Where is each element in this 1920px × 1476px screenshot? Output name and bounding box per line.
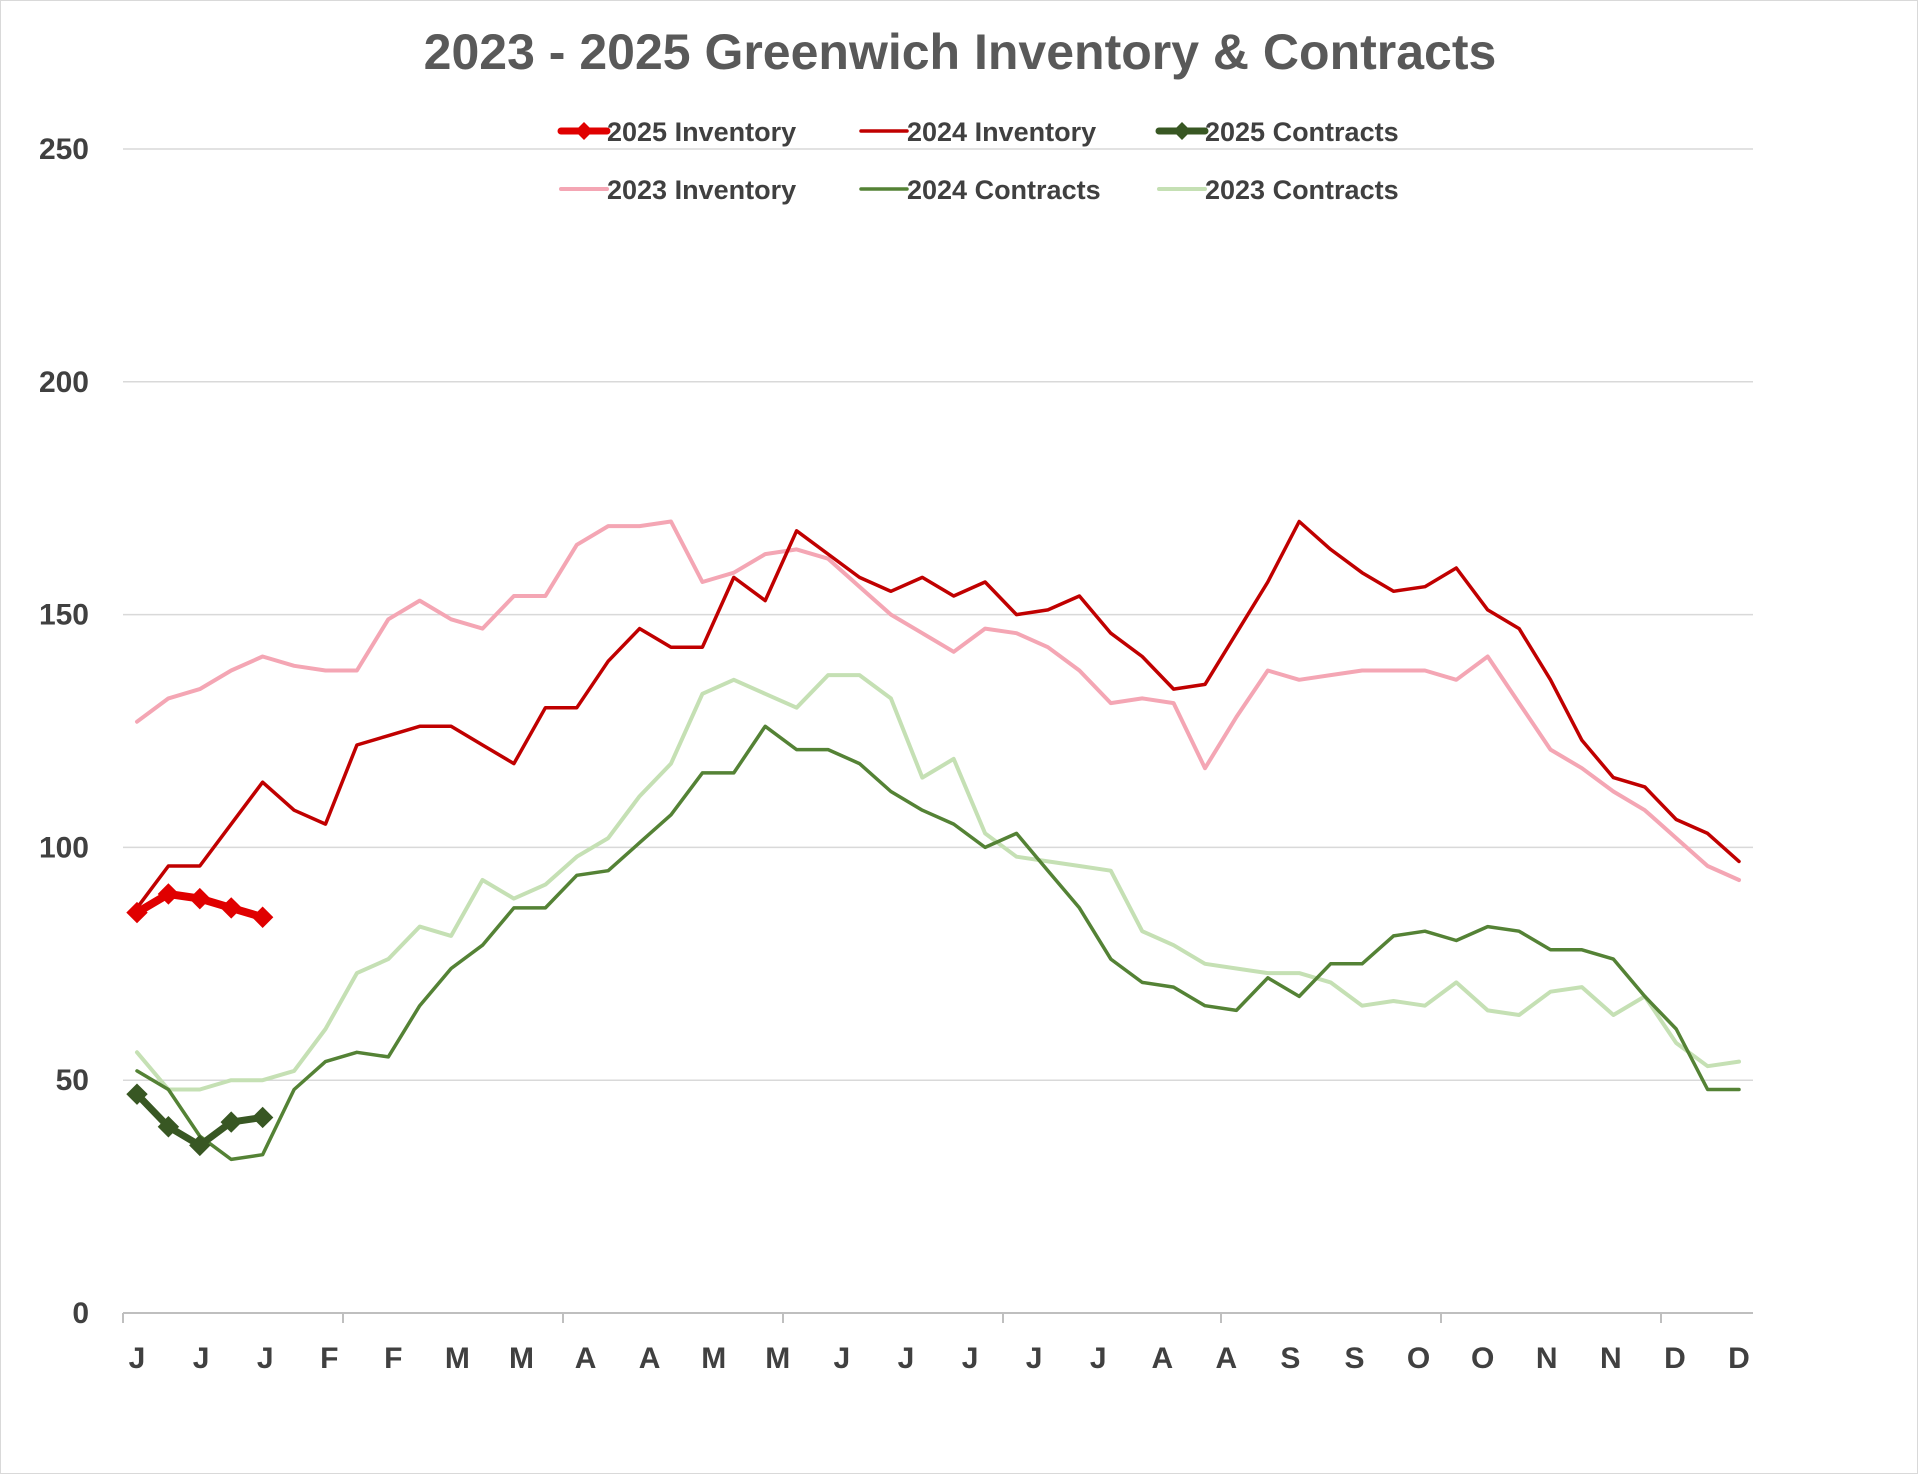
data-point-marker [220,1111,242,1133]
series-2025-inventory [126,883,274,928]
data-point-marker [251,906,274,928]
data-point-marker [157,883,180,905]
series-line [135,519,1741,882]
x-tick-label: M [509,1342,534,1375]
data-point-marker [126,1083,148,1105]
series-line [135,673,1741,1092]
series-line [135,724,1741,1162]
x-tick-label: J [193,1342,210,1375]
x-tick-label: J [962,1342,979,1375]
data-point-marker [220,897,242,919]
legend-label: 2025 Contracts [1205,117,1399,147]
y-tick-label: 250 [39,133,89,166]
data-point-marker [189,887,211,910]
x-tick-label: N [1600,1342,1622,1375]
x-tick-label: O [1471,1342,1494,1375]
gridlines [123,148,1753,1081]
x-tick-label: N [1536,1342,1558,1375]
legend-item: 2025 Inventory [557,117,796,147]
x-tick-label: S [1345,1342,1365,1375]
x-tick-label: F [384,1342,402,1375]
series-2023-contracts [135,673,1741,1092]
series-2023-inventory [135,519,1741,882]
legend-label: 2023 Inventory [607,175,796,205]
data-point-marker [251,1106,274,1129]
x-tick-label: A [1216,1342,1238,1375]
legend-marker [575,122,593,140]
x-tick-label: M [765,1342,790,1375]
data-point-marker [126,901,148,924]
x-tick-label: O [1407,1342,1430,1375]
y-axis: 0 50 100 150 200 250 [39,133,89,1330]
series-2025-contracts [126,1083,274,1157]
legend-item: 2023 Contracts [1157,175,1399,205]
legend-item: 2024 Contracts [859,175,1101,205]
legend-marker [1173,122,1191,140]
series-lines [126,519,1741,1162]
x-tick-label: J [834,1342,851,1375]
y-tick-label: 50 [56,1064,89,1097]
legend-label: 2024 Inventory [907,117,1096,147]
legend: 2025 Inventory 2024 Inventory 2025 Contrac… [557,117,1399,205]
legend-item: 2025 Contracts [1155,117,1399,147]
x-tick-label: J [257,1342,274,1375]
legend-label: 2025 Inventory [607,117,796,147]
y-tick-label: 0 [72,1297,89,1330]
y-tick-label: 200 [39,366,89,399]
x-tick-label: J [898,1342,915,1375]
x-tick-label: M [445,1342,470,1375]
legend-label: 2023 Contracts [1205,175,1399,205]
y-tick-label: 100 [39,831,89,864]
x-tick-label: J [129,1342,146,1375]
series-line [135,519,1741,910]
x-tick-label: A [639,1342,661,1375]
legend-label: 2024 Contracts [907,175,1101,205]
chart-title: 2023 - 2025 Greenwich Inventory & Contra… [424,24,1497,80]
x-tick-label: A [1151,1342,1173,1375]
x-tick-label: D [1728,1342,1750,1375]
x-tick-label: D [1664,1342,1686,1375]
x-tick-label: J [1026,1342,1043,1375]
x-tick-label: S [1280,1342,1300,1375]
x-tick-label: J [1090,1342,1107,1375]
y-tick-label: 150 [39,599,89,632]
data-point-marker [189,1134,211,1157]
legend-item: 2024 Inventory [859,117,1096,147]
x-tick-label: A [575,1342,597,1375]
series-2024-inventory [135,519,1741,910]
legend-item: 2023 Inventory [559,175,796,205]
x-tick-label: F [320,1342,338,1375]
x-tick-label: M [701,1342,726,1375]
series-2024-contracts [135,724,1741,1162]
data-point-marker [157,1116,180,1138]
